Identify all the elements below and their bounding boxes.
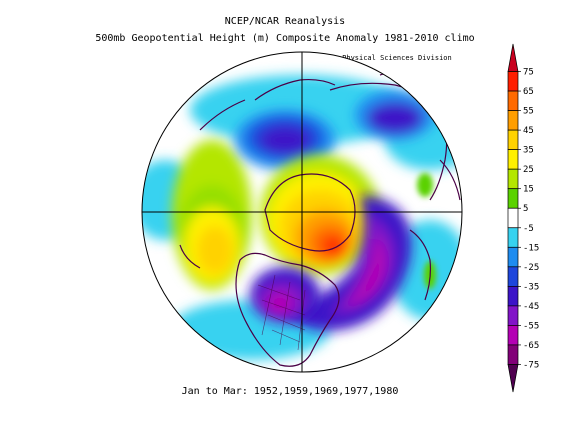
colorbar-swatch	[507, 266, 519, 287]
colorbar-swatch	[507, 129, 519, 150]
colorbar-tick-label: -15	[523, 243, 539, 253]
colorbar-tick-label: 25	[523, 165, 534, 175]
colorbar-tick-label: 35	[523, 146, 534, 156]
colorbar-tick-label: -35	[523, 282, 539, 292]
colorbar-tick-label: 15	[523, 185, 534, 195]
colorbar-swatch	[507, 344, 519, 365]
colorbar-tick-label: 45	[523, 126, 534, 136]
colorbar-tick-label: 55	[523, 107, 534, 117]
colorbar-tick-label: -75	[523, 360, 539, 370]
colorbar-swatch	[507, 246, 519, 268]
colorbar-swatch	[507, 71, 519, 92]
colorbar-tick-label: 65	[523, 87, 534, 97]
colorbar-tick-label: -65	[523, 341, 539, 351]
colorbar-tick-label: -25	[523, 263, 539, 273]
map-title: NCEP/NCAR Reanalysis	[224, 16, 346, 27]
colorbar-swatch	[507, 207, 519, 229]
colorbar-swatch	[507, 90, 519, 111]
credit-label: NOAA/ESRL Physical Sciences Division	[300, 54, 452, 62]
colorbar-swatch	[507, 110, 519, 131]
composite-years-caption: Jan to Mar: 1952,1959,1969,1977,1980	[181, 386, 399, 397]
colorbar-swatch	[507, 188, 519, 209]
colorbar-swatch	[507, 305, 519, 326]
colorbar-swatch	[507, 325, 519, 346]
colorbar-tick-label: 5	[523, 204, 528, 214]
colorbar-swatch	[507, 168, 519, 190]
colorbar-swatch	[507, 227, 519, 248]
colorbar-swatch	[507, 364, 519, 393]
colorbar-tick-label: 75	[523, 68, 534, 78]
colorbar-swatch	[507, 43, 519, 72]
colorbar-swatch	[507, 286, 519, 307]
colorbar: 75 65 55 45 35 25 15 5 -5 -15 -25 -35 -45 -55 -65 -75	[507, 43, 539, 393]
anomaly-field	[142, 52, 462, 372]
colorbar-tick-label: -45	[523, 302, 539, 312]
colorbar-tick-label: -5	[523, 224, 534, 234]
map-subtitle: 500mb Geopotential Height (m) Composite …	[95, 33, 475, 44]
colorbar-tick-label: -55	[523, 321, 539, 331]
colorbar-swatch	[507, 149, 519, 170]
